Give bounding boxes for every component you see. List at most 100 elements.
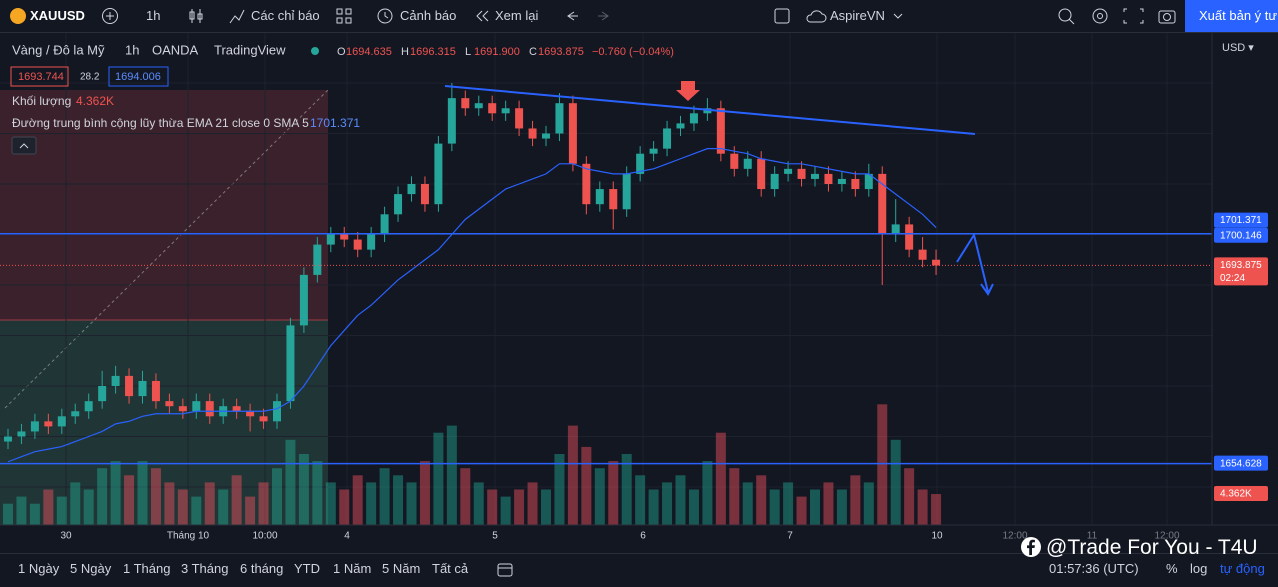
volume-bar xyxy=(258,482,269,525)
volume-bar xyxy=(541,489,551,525)
alert-icon[interactable] xyxy=(376,7,394,25)
candle-body xyxy=(689,113,698,124)
percent[interactable]: % xyxy=(1166,561,1178,576)
volume-bar xyxy=(863,482,874,525)
indicators[interactable]: Các chỉ báo xyxy=(251,8,320,23)
undo-redo[interactable] xyxy=(562,7,642,25)
cloud-icon[interactable] xyxy=(805,7,827,25)
range-button[interactable]: 5 Ngày xyxy=(70,561,112,576)
candle-body xyxy=(353,239,362,250)
candle-body xyxy=(891,224,900,235)
chart: 1730.0001720.0001710.0001700.0001690.000… xyxy=(0,33,1278,553)
select-icon[interactable] xyxy=(773,7,791,25)
candle-body xyxy=(770,173,779,190)
volume-bar xyxy=(272,468,282,525)
candle-body xyxy=(17,431,26,437)
replay-icon[interactable] xyxy=(474,8,490,24)
tool-icons[interactable] xyxy=(1056,6,1206,26)
candle-body xyxy=(784,168,793,174)
volume-label: Khối lượng xyxy=(12,94,71,108)
volume-bar xyxy=(836,489,847,525)
range-button[interactable]: 1 Tháng xyxy=(123,561,171,576)
collapse-icon xyxy=(19,143,29,149)
volume-bar xyxy=(487,489,498,525)
price-tag-label: 1701.371 xyxy=(1220,215,1262,226)
candle-body xyxy=(84,401,93,412)
legend-change: −0.760 (−0.04%) xyxy=(592,46,674,58)
price-tag xyxy=(1214,455,1268,471)
templates-icon[interactable] xyxy=(335,7,353,25)
volume-bar xyxy=(433,432,444,525)
spread: 28.2 xyxy=(80,72,100,83)
status-dot xyxy=(311,47,319,55)
candle-body xyxy=(918,249,927,260)
alerts[interactable]: Cảnh báo xyxy=(400,8,457,23)
volume-bar xyxy=(608,461,619,525)
candle-body xyxy=(313,244,322,275)
volume-tag-label: 4.362K xyxy=(1220,489,1252,500)
price-tag xyxy=(1214,212,1268,228)
volume-bar xyxy=(594,468,605,525)
x-tick-label: 11 xyxy=(1087,531,1098,542)
bottom-bar: 01:57:36 (UTC) % log tự động 1 Ngày 5 Ngà… xyxy=(0,553,1278,587)
range-button[interactable]: 5 Năm xyxy=(382,561,421,576)
candle-body xyxy=(622,173,631,210)
interval[interactable]: 1h xyxy=(146,8,161,23)
layout-name[interactable]: AspireVN xyxy=(830,8,885,23)
range-button[interactable]: YTD xyxy=(294,561,320,576)
range-button[interactable]: Tất cả xyxy=(432,561,469,576)
ohlc-value: 1691.900 xyxy=(474,46,520,58)
x-tick-label: 12:00 xyxy=(1154,531,1179,542)
range-button[interactable]: 1 Năm xyxy=(333,561,372,576)
add-icon[interactable] xyxy=(101,7,119,25)
volume-bar xyxy=(164,482,175,525)
volume-bar xyxy=(635,475,646,525)
date-range-icon[interactable] xyxy=(496,562,514,578)
candle-body xyxy=(57,416,66,427)
candle-body xyxy=(138,380,147,397)
replay[interactable]: Xem lại xyxy=(495,8,539,23)
ohlc-value: 1694.635 xyxy=(346,46,392,58)
price-axis xyxy=(1212,33,1278,553)
candle-body xyxy=(326,234,335,245)
candle-body xyxy=(905,224,914,250)
volume-bar xyxy=(796,496,807,525)
candle-body xyxy=(757,158,766,190)
range-button[interactable]: 6 tháng xyxy=(240,561,284,576)
collapse-button[interactable] xyxy=(11,136,37,155)
range-button[interactable]: 1 Ngày xyxy=(18,561,60,576)
price-tag xyxy=(1214,227,1268,243)
candle-body xyxy=(205,401,214,417)
candle-body xyxy=(568,103,577,164)
short-zone xyxy=(0,90,328,320)
volume-bar xyxy=(124,475,135,525)
chart-type-icon[interactable] xyxy=(187,7,205,25)
volume-bar xyxy=(890,439,901,525)
volume-bar xyxy=(648,489,659,525)
volume-bar xyxy=(931,494,942,525)
facebook-icon xyxy=(1021,537,1041,557)
candle-body xyxy=(111,375,120,386)
candle-body xyxy=(743,158,752,169)
legend-exchange: OANDA xyxy=(152,42,199,57)
dropdown-icon[interactable] xyxy=(893,11,903,21)
ask-box xyxy=(108,66,169,87)
candle-body xyxy=(663,128,672,149)
candle-body xyxy=(44,421,53,427)
auto[interactable]: tự động xyxy=(1220,561,1265,576)
range-button[interactable]: 3 Tháng xyxy=(181,561,229,576)
candle-body xyxy=(367,234,376,250)
indicator-icon[interactable] xyxy=(228,7,246,25)
log[interactable]: log xyxy=(1190,561,1208,576)
volume-bar xyxy=(419,461,430,525)
volume-bar xyxy=(500,496,511,525)
publish-button[interactable]: Xuất bản ý tư xyxy=(1185,0,1278,32)
candle-body xyxy=(595,189,604,205)
symbol[interactable]: XAUUSD xyxy=(30,8,85,23)
volume-bar xyxy=(218,489,229,525)
candle-body xyxy=(824,173,833,184)
volume-bar xyxy=(29,503,40,525)
volume-bar xyxy=(191,496,202,525)
volume-bar xyxy=(231,475,242,525)
ohlc-value: 1693.875 xyxy=(538,46,584,58)
